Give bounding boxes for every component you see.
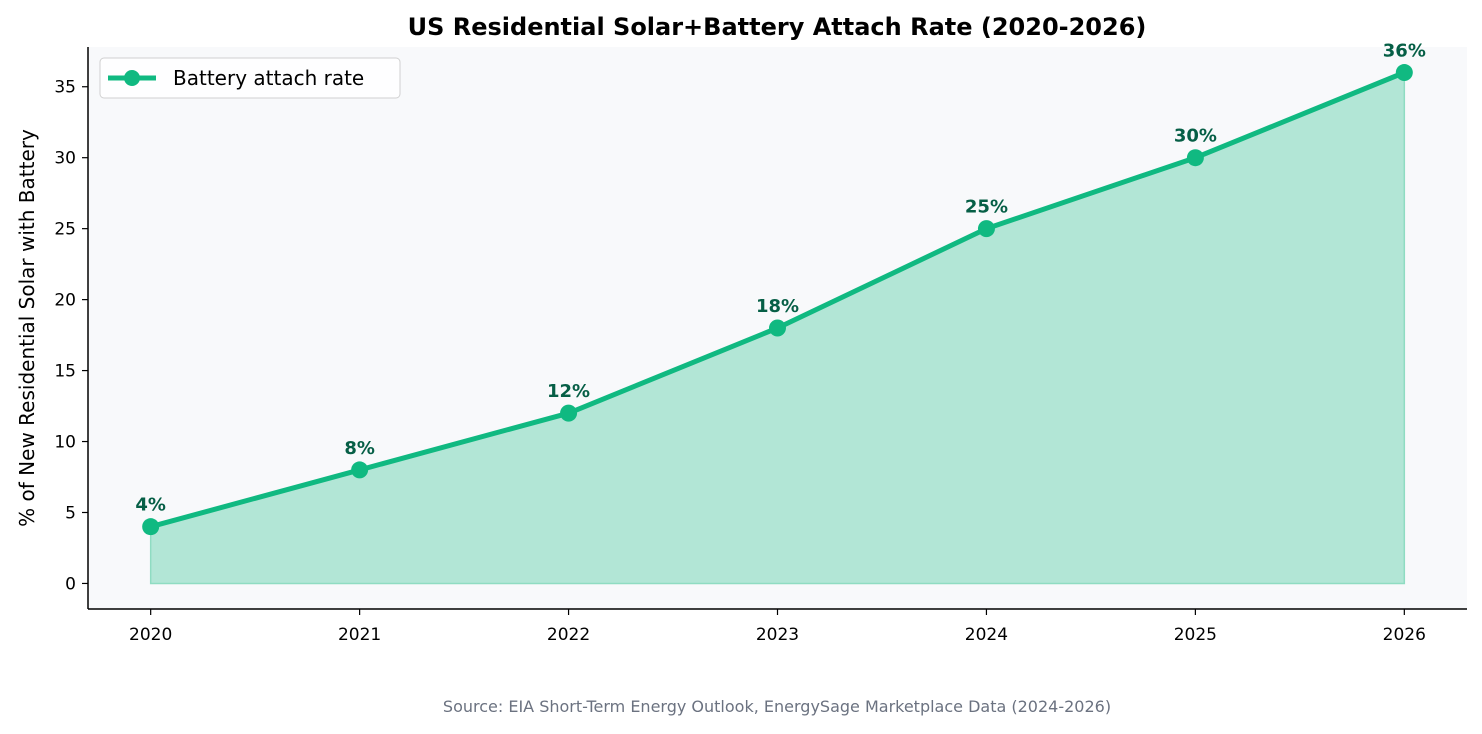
y-tick-label: 30 <box>54 149 76 169</box>
data-label: 4% <box>135 495 166 516</box>
x-tick-label: 2020 <box>129 625 172 645</box>
y-tick-label: 10 <box>54 433 76 453</box>
y-tick-label: 25 <box>54 220 76 240</box>
legend-label: Battery attach rate <box>173 66 364 90</box>
y-tick-label: 5 <box>65 503 76 523</box>
x-tick-label: 2024 <box>965 625 1008 645</box>
data-point <box>977 220 995 238</box>
data-point <box>351 461 369 479</box>
source-note: Source: EIA Short-Term Energy Outlook, E… <box>443 697 1111 716</box>
data-label: 25% <box>965 197 1008 218</box>
data-point <box>560 404 578 422</box>
y-tick-label: 15 <box>54 362 76 382</box>
x-tick-label: 2025 <box>1174 625 1217 645</box>
legend-box <box>99 57 401 99</box>
x-tick-label: 2022 <box>547 625 590 645</box>
y-axis-label: % of New Residential Solar with Battery <box>15 129 39 527</box>
data-label: 8% <box>344 438 375 459</box>
data-label: 36% <box>1383 41 1426 62</box>
data-point <box>142 518 160 536</box>
legend-marker <box>124 70 140 86</box>
y-tick-label: 0 <box>65 574 76 594</box>
x-tick-label: 2023 <box>756 625 799 645</box>
x-tick-label: 2026 <box>1383 625 1426 645</box>
data-point <box>1186 149 1204 167</box>
y-tick-label: 35 <box>54 78 76 98</box>
chart-title: US Residential Solar+Battery Attach Rate… <box>408 13 1147 41</box>
data-point <box>769 319 786 337</box>
data-label: 18% <box>756 296 799 317</box>
legend: Battery attach rate <box>99 57 401 99</box>
data-label: 12% <box>547 381 590 402</box>
y-tick-label: 20 <box>54 291 76 311</box>
data-point <box>1395 64 1413 82</box>
x-tick-label: 2021 <box>338 625 381 645</box>
data-label: 30% <box>1174 126 1217 147</box>
